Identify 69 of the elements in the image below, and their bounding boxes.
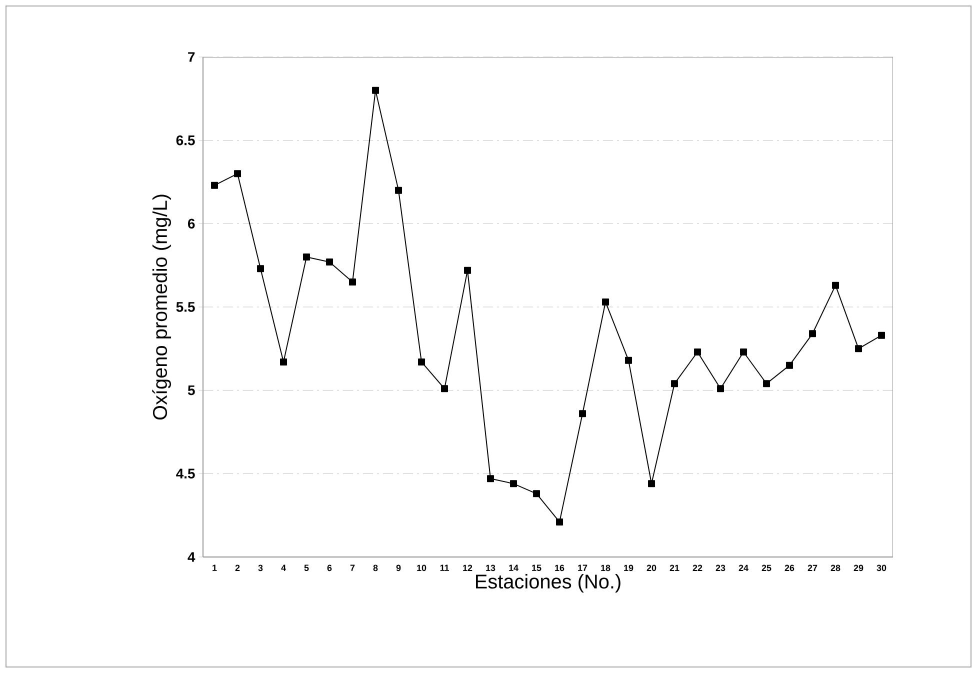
x-tick-label: 14 — [509, 564, 518, 571]
point — [464, 266, 472, 274]
point — [280, 358, 288, 366]
y-axis-title: Oxígeno promedio (mg/L) — [152, 194, 172, 420]
x-tick-label: 8 — [373, 564, 378, 572]
y-tick-label: 6.5 — [176, 135, 195, 146]
point — [257, 265, 264, 272]
point — [487, 475, 494, 482]
point — [234, 170, 242, 178]
x-tick-label: 13 — [486, 564, 496, 572]
y-tick-label: 7 — [188, 52, 195, 62]
point — [510, 480, 518, 488]
y-tick-label: 4 — [188, 552, 196, 562]
point — [763, 380, 770, 388]
x-tick-label: 22 — [692, 564, 702, 572]
point — [878, 332, 886, 339]
point — [579, 410, 586, 418]
x-tick-label: 2 — [235, 564, 240, 572]
x-tick-label: 7 — [350, 564, 355, 571]
point — [855, 345, 862, 352]
point — [418, 358, 426, 366]
x-tick-label: 30 — [876, 564, 886, 572]
x-tick-label: 21 — [670, 564, 680, 572]
point — [809, 330, 816, 338]
point — [349, 278, 356, 286]
point — [786, 362, 794, 369]
x-tick-label: 16 — [555, 564, 564, 572]
point — [303, 253, 310, 260]
x-tick-label: 15 — [532, 564, 542, 572]
point — [326, 258, 334, 266]
x-tick-label: 18 — [601, 564, 610, 572]
x-axis-title: Estaciones (No.) — [476, 574, 620, 593]
point — [694, 348, 702, 356]
x-tick-label: 10 — [417, 564, 426, 572]
x-tick-label: 23 — [716, 564, 726, 572]
point — [671, 380, 678, 388]
y-tick-label: 5.5 — [176, 302, 195, 312]
y-tick-label: 5 — [188, 385, 195, 396]
x-tick-label: 3 — [258, 564, 263, 572]
point — [740, 348, 748, 356]
x-tick-label: 24 — [738, 564, 748, 572]
x-tick-label: 29 — [854, 564, 864, 572]
point — [648, 480, 656, 488]
x-tick-label: 11 — [440, 564, 449, 571]
x-tick-label: 28 — [830, 564, 840, 572]
x-tick-label: 25 — [762, 564, 772, 572]
x-tick-label: 6 — [327, 564, 332, 572]
x-tick-label: 1 — [212, 564, 217, 571]
x-tick-label: 4 — [281, 564, 286, 571]
x-tick-label: 26 — [784, 564, 794, 572]
x-tick-label: 12 — [463, 564, 472, 572]
point — [372, 86, 380, 94]
y-tick-label: 6 — [188, 218, 195, 229]
point — [832, 282, 840, 289]
x-tick-label: 20 — [646, 564, 656, 572]
x-tick-label: 17 — [578, 564, 588, 571]
point — [533, 490, 540, 498]
y-tick-label: 4.5 — [176, 468, 195, 479]
point — [602, 298, 610, 306]
point — [556, 518, 564, 526]
x-tick-label: 9 — [396, 564, 401, 572]
point — [441, 385, 448, 392]
x-tick-label: 27 — [808, 564, 818, 572]
x-tick-label: 5 — [304, 564, 309, 572]
point — [395, 186, 402, 194]
x-tick-label: 19 — [624, 564, 634, 572]
point — [625, 356, 632, 364]
point — [211, 182, 218, 189]
point — [717, 385, 724, 392]
